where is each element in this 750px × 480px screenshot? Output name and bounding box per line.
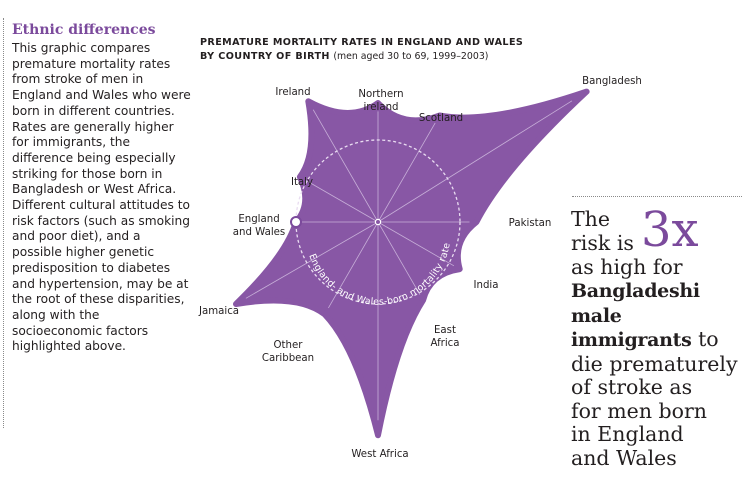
category-label-line: Scotland — [419, 113, 463, 124]
callout-line7: for men born — [571, 398, 708, 423]
category-label-7: Other Caribbean — [262, 340, 314, 364]
category-label-line: Caribbean — [262, 353, 314, 364]
callout-line9: and Wales — [571, 445, 677, 470]
category-label-1: Scotland — [419, 113, 463, 124]
callout-line2: risk is — [571, 231, 634, 255]
callout-big-number: 3x — [641, 202, 699, 258]
callout-line8: in England — [571, 422, 684, 446]
chart-title: PREMATURE MORTALITY RATES IN ENGLAND AND… — [200, 36, 580, 64]
sidebar: Ethnic differences This graphic compares… — [12, 22, 192, 355]
category-label-10: Italy — [291, 177, 313, 188]
category-label-line: Northern — [358, 89, 403, 100]
category-label-line: ireland — [363, 102, 398, 113]
callout-bold2: immigrants — [571, 329, 692, 351]
category-label-line: Pakistan — [509, 218, 552, 229]
category-label-2: Bangladesh — [582, 76, 642, 87]
callout-line4: to — [691, 327, 719, 351]
category-label-0: Northern ireland — [358, 89, 403, 113]
reference-ring — [295, 139, 461, 305]
category-label-line: and Wales — [233, 227, 285, 238]
sidebar-body: This graphic compares premature mortalit… — [12, 41, 191, 354]
callout-line3: as high for — [571, 254, 683, 279]
spoke-5 — [377, 221, 421, 295]
callout-divider — [572, 196, 742, 197]
category-label-6: West Africa — [351, 449, 408, 460]
callout-bold1: Bangladeshi male — [571, 280, 700, 327]
spoke-8 — [245, 221, 379, 299]
chart-subtitle-bold: BY COUNTRY OF BIRTH — [200, 51, 330, 62]
category-label-line: England — [238, 214, 279, 225]
category-label-11: Ireland — [275, 87, 310, 98]
category-label-8: Jamaica — [198, 306, 239, 317]
category-label-line: India — [473, 280, 498, 291]
sidebar-divider — [3, 18, 4, 428]
callout-line5: die prematurely — [571, 351, 738, 376]
chart-subtitle: (men aged 30 to 69, 1999–2003) — [333, 51, 489, 62]
chart-title-line2: BY COUNTRY OF BIRTH (men aged 30 to 69, … — [200, 50, 580, 64]
spoke-4 — [377, 221, 455, 267]
callout-line1: The — [571, 207, 611, 231]
sidebar-heading: Ethnic differences — [12, 22, 156, 38]
spoke-10 — [305, 179, 379, 223]
category-label-4: India — [473, 280, 498, 291]
center-point — [374, 218, 382, 226]
callout-row1: The 3x — [571, 206, 746, 254]
category-label-line: Italy — [291, 177, 313, 188]
callout: The 3x risk is as high for Bangladeshi m… — [571, 206, 746, 470]
category-label-line: Africa — [430, 338, 459, 349]
category-label-5: East Africa — [430, 325, 459, 349]
category-label-line: Ireland — [275, 87, 310, 98]
category-label-line: Other — [274, 340, 304, 351]
spoke-7 — [328, 221, 379, 309]
category-label-9: England and Wales — [233, 214, 285, 238]
spoke-11 — [312, 109, 379, 223]
category-label-line: Jamaica — [198, 306, 239, 317]
callout-line6: of stroke as — [571, 375, 693, 399]
spoke-2 — [377, 100, 573, 223]
category-label-line: Bangladesh — [582, 76, 642, 87]
radar-area — [233, 88, 590, 439]
spoke-1 — [377, 122, 436, 223]
highlight-point — [290, 216, 302, 228]
category-label-line: East — [434, 325, 456, 336]
category-label-line: West Africa — [351, 449, 408, 460]
chart-title-line1: PREMATURE MORTALITY RATES IN ENGLAND AND… — [200, 37, 524, 48]
category-label-3: Pakistan — [509, 218, 552, 229]
